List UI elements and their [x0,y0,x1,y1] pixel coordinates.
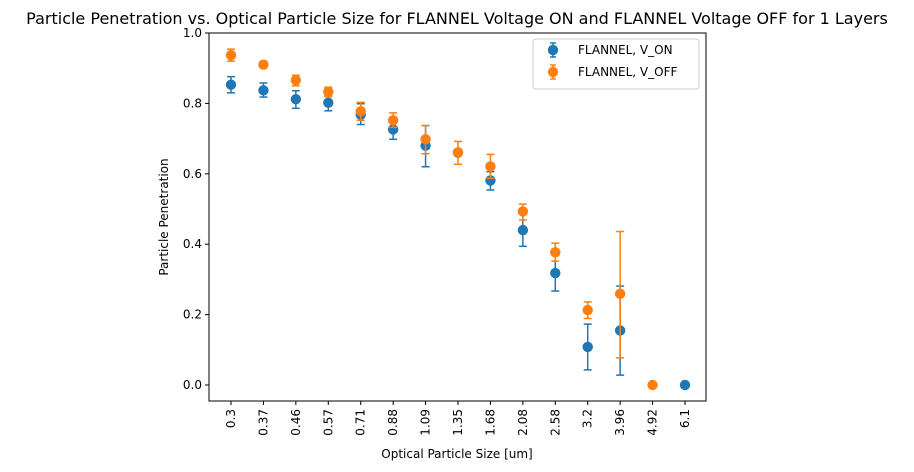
x-tick-label: 0.37 [256,409,270,436]
data-point [323,86,334,97]
data-point [290,74,302,86]
data-point [517,224,529,236]
legend-label: FLANNEL, V_OFF [578,65,677,79]
x-tick-label: 6.1 [678,409,692,428]
x-axis-label: Optical Particle Size [um] [381,447,532,461]
x-tick-label: 1.09 [419,409,433,436]
y-tick-label: 0.8 [183,96,202,110]
data-point [550,267,561,279]
plot-area: 0.0 0.2 0.4 0.6 0.8 1.0 0.3 0.37 0.46 0.57 0.71 0.8… [183,26,707,436]
data-point [355,105,366,117]
y-tick-label: 0.6 [183,167,202,181]
data-point [517,206,529,217]
data-point [323,97,334,108]
data-point [582,304,593,316]
x-tick-label: 3.96 [613,409,627,436]
x-tick-label: 0.46 [289,409,303,436]
series-v-off [225,48,658,391]
x-tick-label: 1.35 [451,409,465,436]
axis-ticks: 0.0 0.2 0.4 0.6 0.8 1.0 0.3 0.37 0.46 0.57 0.71 0.8… [183,26,692,436]
y-axis-label: Particle Penetration [157,158,171,275]
y-tick-label: 0.4 [183,237,202,251]
x-tick-label: 3.2 [581,409,595,428]
legend-marker [547,66,559,78]
data-point [582,341,593,353]
data-point [258,85,269,96]
data-point [550,247,561,258]
data-point [452,147,464,158]
data-point [258,59,269,70]
data-point [485,161,496,172]
x-tick-label: 2.58 [548,409,562,436]
x-tick-label: 0.3 [224,409,238,428]
data-point [679,379,691,391]
data-marks [225,48,691,391]
data-point [614,288,626,300]
legend-frame [532,38,700,90]
chart-title: Particle Penetration vs. Optical Particl… [26,9,888,28]
data-point [420,134,431,145]
x-tick-label: 0.88 [386,409,400,436]
y-tick-label: 1.0 [183,26,202,40]
x-tick-label: 0.71 [354,409,368,436]
y-tick-label: 0.2 [183,308,202,322]
x-tick-label: 1.68 [483,409,497,436]
legend-marker [547,44,559,56]
data-point [387,115,399,126]
x-tick-label: 4.92 [646,409,660,436]
data-point [225,49,237,61]
data-point [290,93,302,105]
data-point [225,79,237,90]
data-point [647,379,658,391]
x-tick-label: 0.57 [321,409,335,436]
legend-label: FLANNEL, V_ON [578,43,673,57]
y-tick-label: 0.0 [183,378,202,392]
x-tick-label: 2.08 [516,409,530,436]
legend: FLANNEL, V_ON FLANNEL, V_OFF [532,38,700,90]
